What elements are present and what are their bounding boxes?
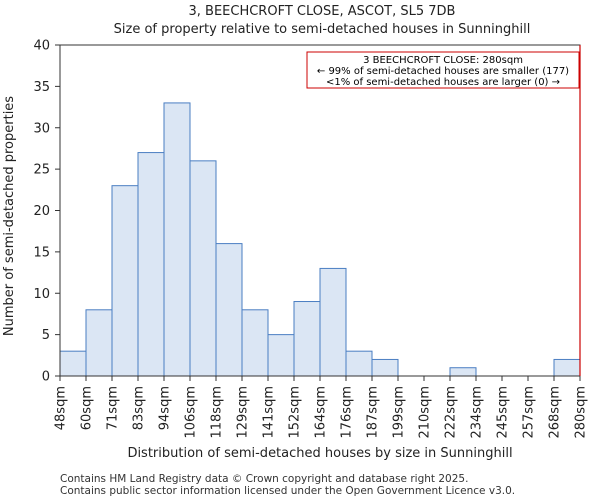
- x-tick-label: 245sqm: [496, 386, 511, 439]
- x-tick-label: 83sqm: [132, 386, 147, 430]
- bar: [371, 358, 399, 377]
- y-tick-label: 30: [33, 121, 50, 136]
- x-tick-label: 164sqm: [314, 386, 329, 439]
- annotation-frame: [306, 51, 580, 89]
- footer-line-1: Contains HM Land Registry data © Crown c…: [60, 473, 468, 485]
- bar: [449, 367, 477, 377]
- annotation-box: 3 BEECHCROFT CLOSE: 280sqm ← 99% of semi…: [306, 51, 580, 89]
- bar: [345, 350, 373, 377]
- y-tick-label: 0: [42, 370, 50, 385]
- annotation-line-2: ← 99% of semi-detached houses are smalle…: [317, 66, 569, 77]
- x-tick-label: 268sqm: [548, 386, 563, 439]
- x-tick-label: 222sqm: [444, 386, 459, 439]
- chart-subtitle: Size of property relative to semi-detach…: [114, 22, 531, 37]
- y-tick-label: 15: [33, 245, 50, 260]
- x-axis-ticks: 48sqm 60sqm 71sqm 83sqm 94sqm 106sqm 118sqm 129…: [54, 376, 589, 439]
- bar: [553, 358, 581, 377]
- annotation-line-3: <1% of semi-detached houses are larger (…: [326, 77, 560, 88]
- chart-title: 3, BEECHCROFT CLOSE, ASCOT, SL5 7DB: [189, 4, 456, 19]
- bar: [163, 102, 191, 377]
- x-tick-label: 71sqm: [106, 386, 121, 430]
- bar: [85, 309, 113, 377]
- bar: [215, 243, 243, 377]
- y-tick-label: 5: [42, 328, 50, 343]
- y-tick-label: 35: [33, 80, 50, 95]
- x-axis-label: Distribution of semi-detached houses by …: [127, 446, 512, 461]
- y-axis-ticks: 0 5 10 15 20 25 30 35 40: [33, 39, 60, 385]
- y-tick-label: 10: [33, 287, 50, 302]
- bar: [293, 301, 321, 377]
- footer-line-2: Contains public sector information licen…: [60, 485, 515, 497]
- x-tick-label: 48sqm: [54, 386, 69, 430]
- bar: [319, 267, 347, 377]
- x-tick-label: 257sqm: [522, 386, 537, 439]
- x-tick-label: 280sqm: [574, 386, 589, 439]
- x-tick-label: 118sqm: [210, 386, 225, 439]
- x-tick-label: 60sqm: [80, 386, 95, 430]
- x-tick-label: 141sqm: [262, 386, 277, 439]
- y-tick-label: 20: [33, 204, 50, 219]
- x-tick-label: 129sqm: [236, 386, 251, 439]
- bar: [111, 185, 139, 377]
- y-axis-label: Number of semi-detached properties: [2, 96, 17, 336]
- x-tick-label: 199sqm: [392, 386, 407, 439]
- bar: [241, 309, 269, 377]
- x-tick-label: 152sqm: [288, 386, 303, 439]
- bars: [59, 102, 581, 377]
- x-tick-label: 176sqm: [340, 386, 355, 439]
- x-tick-label: 94sqm: [158, 386, 173, 430]
- bar: [59, 350, 87, 377]
- bar: [189, 160, 217, 377]
- annotation-line-1: 3 BEECHCROFT CLOSE: 280sqm: [363, 55, 523, 66]
- y-tick-label: 25: [33, 163, 50, 178]
- x-tick-label: 234sqm: [470, 386, 485, 439]
- x-tick-label: 106sqm: [184, 386, 199, 439]
- x-tick-label: 210sqm: [418, 386, 433, 439]
- bar: [137, 152, 165, 377]
- bar: [267, 334, 295, 377]
- y-tick-label: 40: [33, 39, 50, 54]
- x-tick-label: 187sqm: [366, 386, 381, 439]
